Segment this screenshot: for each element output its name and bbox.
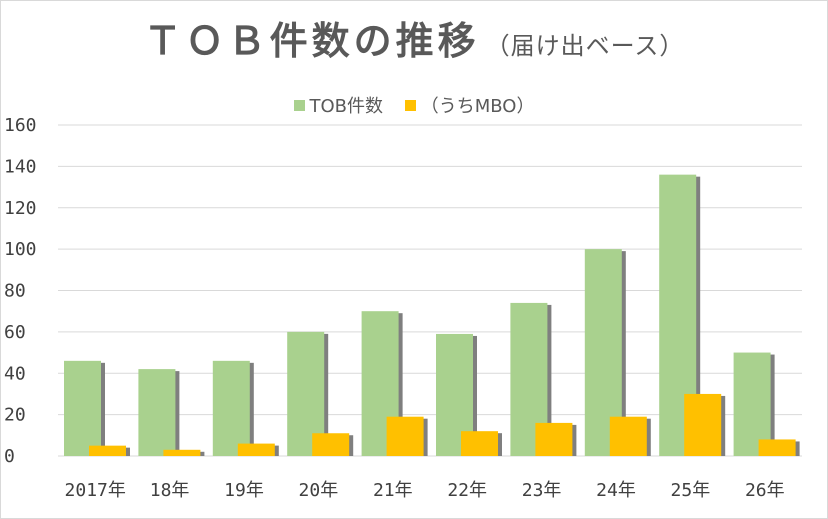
x-tick-label: 23年 bbox=[522, 480, 562, 501]
chart-title-block: ＴＯＢ件数の推移 （届け出ベース） bbox=[0, 10, 828, 65]
y-tick-label: 80 bbox=[4, 281, 26, 302]
x-tick-label: 22年 bbox=[447, 480, 487, 501]
bar-mbo bbox=[163, 449, 201, 456]
bar-tob bbox=[733, 352, 771, 456]
legend-swatch-mbo bbox=[404, 99, 416, 111]
chart-subtitle: （届け出ベース） bbox=[485, 32, 685, 60]
y-tick-label: 40 bbox=[4, 363, 26, 384]
bar-mbo bbox=[609, 416, 647, 456]
bar-mbo bbox=[461, 431, 498, 456]
legend-swatch-tob bbox=[293, 99, 305, 111]
bar-mbo bbox=[535, 422, 573, 456]
x-tick-label: 19年 bbox=[224, 480, 264, 501]
bar-tob bbox=[138, 369, 176, 456]
y-tick-label: 120 bbox=[4, 198, 37, 219]
x-tick-label: 18年 bbox=[150, 480, 190, 501]
legend-item-tob: TOB件数 bbox=[293, 92, 384, 118]
bar-mbo bbox=[312, 433, 350, 456]
y-tick-label: 0 bbox=[4, 446, 15, 467]
legend-label-tob: TOB件数 bbox=[309, 96, 384, 117]
y-tick-label: 100 bbox=[4, 239, 37, 260]
y-axis-ticks: 0 20 40 60 80 100 120 140 160 bbox=[4, 115, 37, 467]
bar-mbo bbox=[89, 445, 126, 456]
y-tick-label: 160 bbox=[4, 115, 37, 136]
x-tick-label: 26年 bbox=[745, 480, 785, 501]
y-tick-label: 60 bbox=[4, 322, 26, 343]
x-tick-label: 25年 bbox=[671, 480, 711, 501]
legend-label-mbo: （うちMBO） bbox=[420, 96, 535, 117]
bar-mbo bbox=[237, 443, 275, 456]
legend: TOB件数 （うちMBO） bbox=[0, 92, 828, 118]
y-tick-label: 20 bbox=[4, 405, 26, 426]
bar-tob bbox=[64, 360, 101, 456]
x-axis-ticks: 2017年 18年 19年 20年 21年 22年 23年 24年 25年 26年 bbox=[65, 480, 785, 501]
y-tick-label: 140 bbox=[4, 156, 37, 177]
legend-item-mbo: （うちMBO） bbox=[404, 92, 535, 118]
chart-title: ＴＯＢ件数の推移 bbox=[143, 19, 480, 63]
bars bbox=[64, 174, 800, 456]
x-tick-label: 24年 bbox=[596, 480, 636, 501]
bar-mbo bbox=[386, 416, 424, 456]
x-tick-label: 2017年 bbox=[65, 480, 126, 501]
bar-mbo bbox=[684, 393, 722, 456]
bar-mbo bbox=[758, 439, 796, 456]
x-tick-label: 20年 bbox=[299, 480, 339, 501]
x-tick-label: 21年 bbox=[373, 480, 413, 501]
bar-tob bbox=[212, 360, 250, 456]
